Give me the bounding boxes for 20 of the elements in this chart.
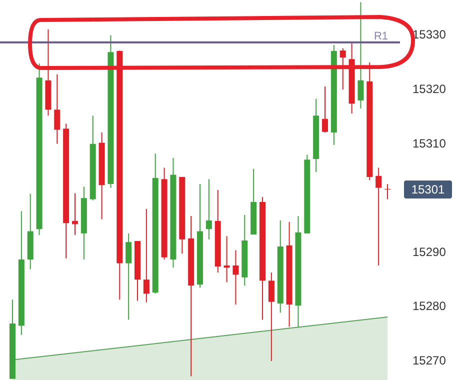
- candlestick: [143, 208, 150, 303]
- candlestick: [358, 2, 364, 110]
- y-tick-label: 15290: [412, 244, 446, 259]
- candlestick: [340, 48, 346, 90]
- candlestick: [126, 232, 132, 320]
- y-tick-label: 15320: [412, 82, 446, 96]
- text: 15301: [411, 182, 446, 196]
- candlestick: [206, 178, 212, 240]
- candlestick: [224, 236, 230, 283]
- candlestick: [384, 184, 390, 200]
- candlestick: [322, 86, 328, 133]
- candlestick: [72, 192, 78, 236]
- candlestick: [232, 250, 239, 306]
- ref-line-label: R1: [374, 30, 388, 42]
- y-tick-label: 15280: [412, 299, 446, 314]
- candlestick: [268, 272, 274, 362]
- candlestick: [376, 167, 382, 266]
- candlestick: [54, 74, 60, 144]
- y-tick-label: 15310: [412, 136, 446, 150]
- y-tick-label: 15270: [412, 353, 446, 368]
